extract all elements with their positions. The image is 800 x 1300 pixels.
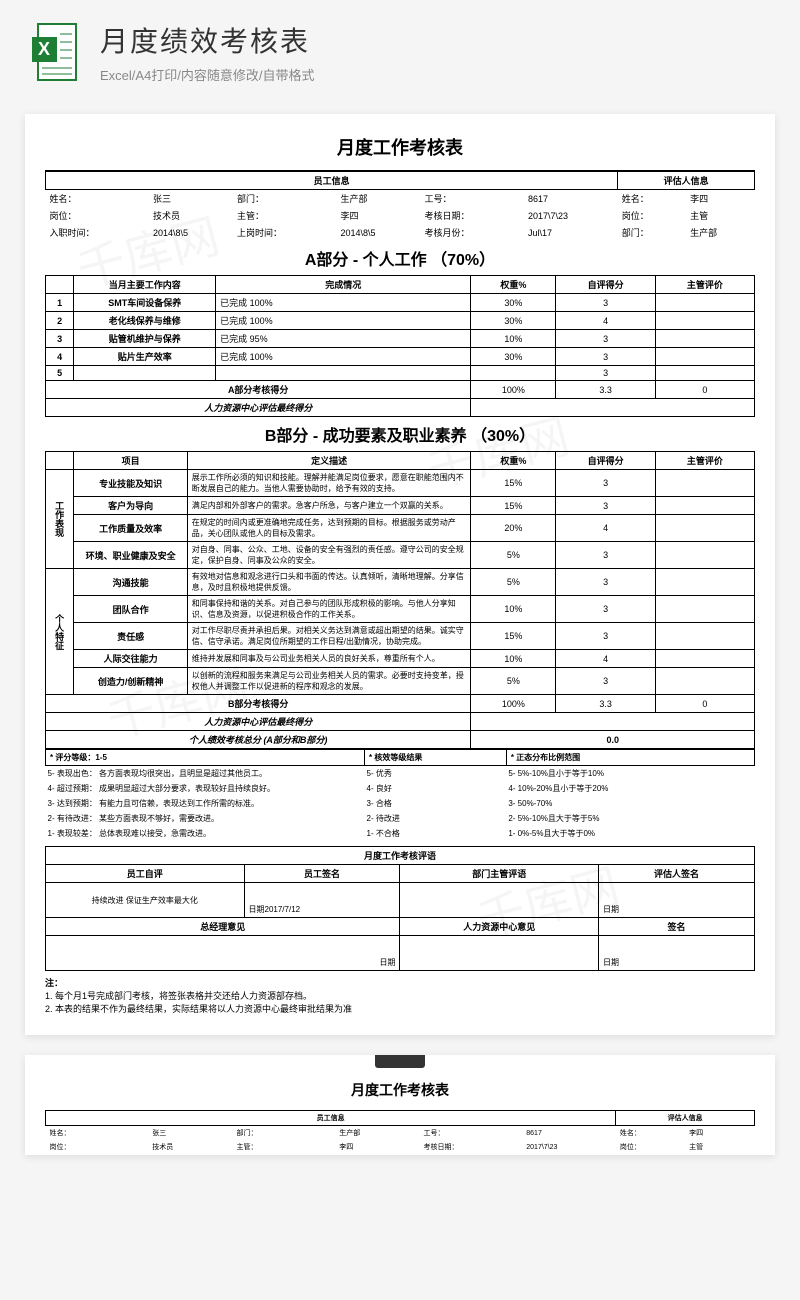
rating-table: * 评分等级：1-5* 核效等级结果* 正态分布比例范围 5- 表现出色： 各方… [45, 749, 755, 841]
rating-row: 4- 超过预期： 成果明显超过大部分要求，表现较好且持续良好。4- 良好4- 1… [46, 781, 755, 796]
partB-row: 环境、职业健康及安全对自身、同事、公众、工地、设备的安全有强烈的责任感。遵守公司… [46, 542, 755, 569]
rating-row: 3- 达到预期： 有能力且可信赖，表现达到工作所需的标准。3- 合格3- 50%… [46, 796, 755, 811]
notes: 注： 1. 每个月1号完成部门考核，将签张表格并交还给人力资源部存档。 2. 本… [45, 976, 755, 1015]
partB-row: 客户为导向满足内部和外部客户的需求。急客户所急，与客户建立一个双赢的关系。15%… [46, 497, 755, 515]
partA-table: 当月主要工作内容 完成情况 权重% 自评得分 主管评价 1SMT车间设备保养已完… [45, 275, 755, 417]
partA-row: 1SMT车间设备保养已完成 100%30%3 [46, 294, 755, 312]
secondary-preview: 月度工作考核表 员工信息评估人信息 姓名：张三部门：生产部工号：8617姓名：李… [25, 1055, 775, 1155]
excel-icon: X [30, 22, 80, 82]
partB-row: 个人特征沟通技能有效地对信息和观念进行口头和书面的传达。认真倾听，清晰地理解。分… [46, 569, 755, 596]
eval-info-header: 评估人信息 [618, 171, 755, 190]
partB-row: 团队合作和同事保持和谐的关系。对自己参与的团队形成积极的影响。与他人分享知识、信… [46, 596, 755, 623]
partA-title: A部分 - 个人工作 （70%） [45, 241, 755, 275]
partB-row: 工作质量及效率在规定的时间内或更准确地完成任务，达到预期的目标。根据服务或劳动产… [46, 515, 755, 542]
page-header: X 月度绩效考核表 Excel/A4打印/内容随意修改/自带格式 [0, 0, 800, 104]
svg-text:X: X [38, 39, 50, 59]
emp-info-header: 员工信息 [46, 171, 618, 190]
rating-row: 1- 表现较差： 总体表现难以接受，急需改进。1- 不合格1- 0%-5%且大于… [46, 826, 755, 841]
page-title: 月度绩效考核表 [100, 20, 315, 60]
partB-table: 项目 定义描述 权重% 自评得分 主管评价 工作表现专业技能及知识展示工作所必须… [45, 451, 755, 749]
partA-row: 4贴片生产效率已完成 100%30%3 [46, 348, 755, 366]
rating-row: 5- 表现出色： 各方面表现均很突出，且明显是超过其他员工。5- 优秀5- 5%… [46, 766, 755, 782]
partB-row: 工作表现专业技能及知识展示工作所必须的知识和技能。理解并能满足岗位要求，愿意在职… [46, 470, 755, 497]
partA-row: 2老化线保养与维修已完成 100%30%4 [46, 312, 755, 330]
clipboard-icon [370, 1055, 430, 1070]
partB-row: 人际交往能力维持并发展和同事及与公司业务相关人员的良好关系，尊重所有个人。10%… [46, 650, 755, 668]
partA-row: 3贴管机维护与保养已完成 95%10%3 [46, 330, 755, 348]
rating-row: 2- 有待改进： 某些方面表现不够好，需要改进。2- 待改进2- 5%-10%且… [46, 811, 755, 826]
partA-row: 53 [46, 366, 755, 381]
doc-title: 月度工作考核表 [45, 134, 755, 160]
document-sheet: 千库网千库网千库网千库网 月度工作考核表 员工信息评估人信息 姓名：张三 部门：… [25, 114, 775, 1035]
comments-table: 月度工作考核评语 员工自评员工签名部门主管评语评估人签名 持续改进 保证生产效率… [45, 846, 755, 971]
page-subtitle: Excel/A4打印/内容随意修改/自带格式 [100, 65, 315, 84]
info-section: 员工信息评估人信息 姓名：张三 部门：生产部 工号：8617 姓名：李四 岗位：… [45, 170, 755, 241]
partB-row: 创造力/创新精神以创新的流程和服务来满足与公司业务相关人员的需求。必要时支持变革… [46, 668, 755, 695]
partB-row: 责任感对工作尽职尽责并承担后果。对相关义务达到满意或超出期望的结果。诚实守信、信… [46, 623, 755, 650]
partB-title: B部分 - 成功要素及职业素养 （30%） [45, 417, 755, 451]
